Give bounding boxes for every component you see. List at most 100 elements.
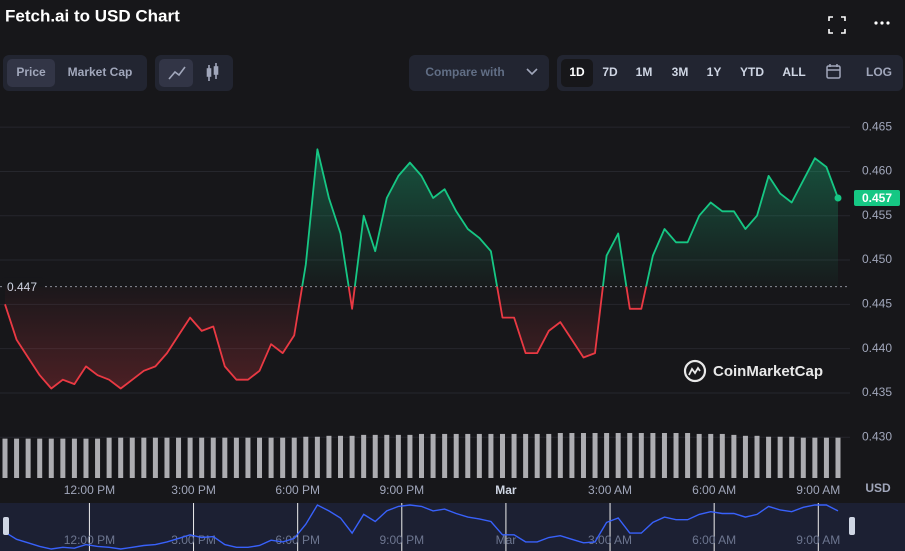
volume-bar [349,435,355,478]
volume-bar [176,437,182,478]
price-area [5,149,838,389]
volume-bar [14,438,20,478]
volume-bar [222,437,228,478]
volume-bar [465,433,471,478]
volume-bar [708,433,714,478]
range-button[interactable]: 1Y [707,65,722,79]
volume-bar [650,433,656,478]
volume-bar [233,437,239,478]
calendar-icon[interactable] [826,64,841,79]
volume-bar [719,433,725,478]
volume-bar [60,438,66,478]
currency-label: USD [865,481,891,495]
y-tick-label: 0.430 [862,429,892,443]
x-tick-label: 9:00 AM [796,483,840,497]
volume-bar [777,436,783,478]
log-button[interactable]: LOG [866,65,892,79]
volume-bar [766,436,772,478]
volume-bar [511,433,517,478]
navigator-handle-right[interactable] [849,517,855,535]
volume-bar [71,438,77,478]
x-tick-label: 9:00 PM [379,483,424,497]
volume-bar [557,433,563,478]
volume-bar [569,433,575,478]
x-tick-label: 3:00 AM [588,483,632,497]
volume-bar [2,438,8,478]
range-active[interactable] [561,59,593,87]
volume-bar [129,437,135,478]
volume-bar [106,437,112,478]
volume-bar [257,437,263,478]
y-tick-label: 0.445 [862,297,892,311]
volume-bar [754,435,760,478]
tab-active[interactable] [7,59,55,87]
volume-bar [199,437,205,478]
y-tick-label: 0.435 [862,385,892,399]
y-tick-label: 0.440 [862,341,892,355]
navigator-tick-label: 9:00 AM [796,533,840,547]
y-tick-label: 0.460 [862,164,892,178]
volume-bar [303,436,309,478]
volume-bar [430,433,436,478]
compare-button[interactable] [409,55,549,91]
volume-bar [604,433,610,478]
range-button[interactable]: YTD [740,65,764,79]
volume-bar [673,433,679,478]
volume-bar [800,437,806,478]
candle-icon[interactable] [206,63,219,81]
y-tick-label: 0.450 [862,252,892,266]
volume-bar [118,437,124,478]
y-tick-label: 0.465 [862,119,892,133]
chart-title: Fetch.ai to USD Chart [5,6,180,25]
volume-bar [685,433,691,478]
x-tick-label: 3:00 PM [171,483,216,497]
volume-bar [534,433,540,478]
volume-bar [25,438,31,478]
range-group [557,55,903,91]
fullscreen-icon[interactable] [828,16,846,34]
volume-bar [823,437,829,478]
last-price-dot [834,194,842,202]
x-tick-label: Mar [495,483,517,497]
volume-bar [731,434,737,478]
line-icon [168,66,186,80]
range-button[interactable]: 7D [602,65,618,79]
navigator-handle-left[interactable] [3,517,9,535]
volume-bar [742,435,748,478]
navigator-tick-label: 6:00 PM [275,533,320,547]
volume-bar [476,433,482,478]
volume-bar [627,433,633,478]
price-line [4,148,839,390]
navigator-tick-label: 6:00 AM [692,533,736,547]
x-tick-label: 6:00 AM [692,483,736,497]
more-icon[interactable] [874,21,890,25]
volume-bar [592,433,598,478]
volume-bar [37,438,43,478]
volume-bar [268,437,274,478]
volume-bar [83,438,89,478]
navigator-tick-label: 9:00 PM [379,533,424,547]
navigator [0,503,905,551]
range-button[interactable]: ALL [782,65,805,79]
volume-bar [546,433,552,478]
tab[interactable]: Market Cap [68,65,133,79]
watermark: CoinMarketCap [683,359,823,383]
volume-bar [338,435,344,478]
volume-bar [835,437,841,478]
volume-bar [48,438,54,478]
volume-bar [812,437,818,478]
volume-bar [245,437,251,478]
range-button[interactable]: 1D [569,65,585,79]
range-button[interactable]: 1M [636,65,653,79]
y-tick-label: 0.455 [862,208,892,222]
range-buttons: 1D 7D 1M 3M 1Y YTD ALL [569,65,805,79]
volume-bar [523,433,529,478]
tab[interactable]: Price [16,65,46,79]
navigator-tick-label: 3:00 AM [588,533,632,547]
navigator-tick-label: 12:00 PM [64,533,115,547]
volume-bar [152,437,158,478]
volume-bar [314,436,320,478]
volume-bar [419,433,424,478]
range-button[interactable]: 3M [672,65,689,79]
